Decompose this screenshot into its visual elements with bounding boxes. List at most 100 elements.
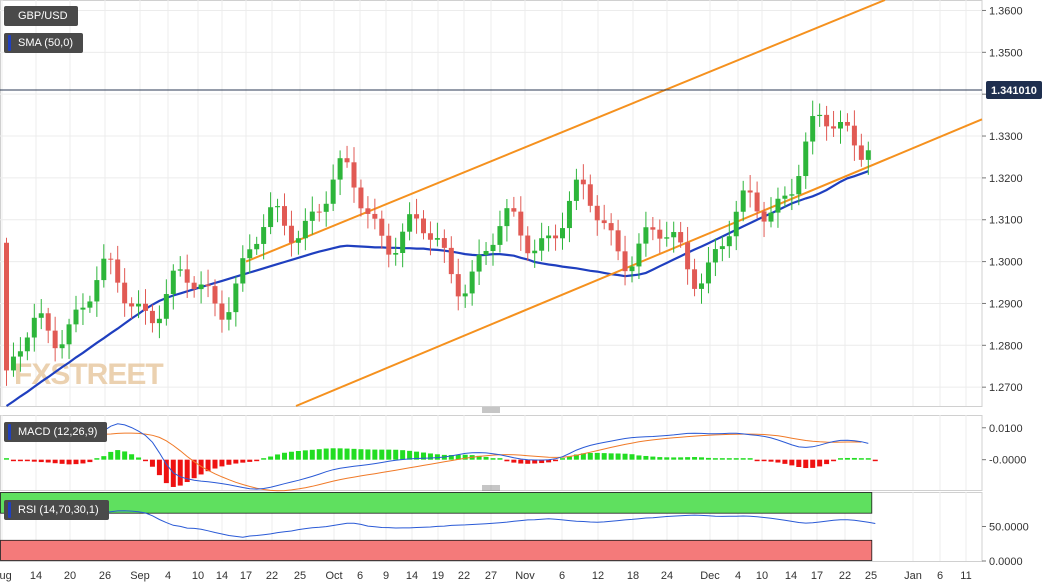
price-y-axis: 1.2700 1.2800 1.2900 1.3000 1.3100 1.3200 1.33… bbox=[0, 5, 1023, 394]
x-tick-label: 27 bbox=[485, 570, 497, 582]
macd-histogram-bar bbox=[427, 453, 433, 460]
x-tick-label: 12 bbox=[592, 570, 604, 582]
macd-histogram-bar bbox=[692, 457, 698, 460]
macd-histogram-bar bbox=[824, 459, 830, 465]
candle-body bbox=[261, 227, 267, 244]
x-tick-label: 10 bbox=[192, 570, 204, 582]
candle-body bbox=[546, 235, 552, 239]
candle-body bbox=[295, 238, 301, 243]
candle-body bbox=[553, 235, 559, 239]
macd-y-tick-label: 0.0100 bbox=[989, 423, 1023, 435]
candle-body bbox=[358, 187, 364, 209]
x-tick-label: Dec bbox=[700, 570, 720, 582]
x-tick-label: 17 bbox=[240, 570, 252, 582]
candle-body bbox=[316, 211, 322, 213]
candle-body bbox=[462, 293, 468, 297]
candle-body bbox=[407, 214, 413, 232]
macd-histogram-bar bbox=[52, 459, 58, 464]
candle-body bbox=[94, 280, 100, 302]
candle-body bbox=[351, 162, 357, 188]
macd-histogram-bar bbox=[191, 459, 197, 479]
x-tick-label: 24 bbox=[661, 570, 673, 582]
macd-histogram-bar bbox=[288, 451, 294, 460]
rsi-legend-text: RSI (14,70,30,1) bbox=[18, 504, 99, 516]
candle-body bbox=[24, 337, 30, 352]
macd-histogram-bar bbox=[372, 449, 378, 460]
candle-body bbox=[393, 253, 399, 255]
macd-histogram-bar bbox=[601, 453, 607, 460]
pane-resize-handle[interactable] bbox=[482, 407, 500, 413]
macd-histogram-bar bbox=[511, 459, 517, 463]
candle-body bbox=[803, 141, 809, 177]
watermark-text: FXSTREET bbox=[14, 358, 163, 391]
candle-body bbox=[504, 208, 510, 227]
macd-histogram-bar bbox=[712, 458, 718, 460]
y-tick-label: 1.2900 bbox=[989, 298, 1023, 310]
candle-body bbox=[10, 356, 16, 371]
macd-histogram-bar bbox=[865, 458, 871, 460]
candle-body bbox=[539, 238, 545, 251]
pane-resize-handle[interactable] bbox=[482, 485, 500, 491]
x-tick-label: 9 bbox=[383, 570, 389, 582]
macd-histogram-bar bbox=[254, 459, 260, 462]
x-tick-label: 6 bbox=[559, 570, 565, 582]
candle-body bbox=[386, 235, 392, 255]
candle-body bbox=[810, 116, 816, 142]
macd-legend-text: MACD (12,26,9) bbox=[18, 426, 98, 438]
candle-body bbox=[865, 150, 871, 160]
x-tick-label: 19 bbox=[432, 570, 444, 582]
candle-body bbox=[4, 242, 9, 371]
candle-body bbox=[733, 211, 739, 237]
candle-body bbox=[414, 214, 420, 219]
macd-histogram-bar bbox=[323, 448, 329, 460]
macd-histogram-bar bbox=[212, 459, 218, 469]
macd-histogram-bar bbox=[247, 459, 253, 462]
sma-legend[interactable]: SMA (50,0) bbox=[4, 33, 84, 53]
candle-body bbox=[323, 203, 329, 212]
candle-body bbox=[219, 303, 225, 320]
macd-histogram-bar bbox=[261, 458, 267, 460]
candle-body bbox=[699, 283, 704, 289]
macd-histogram-bar bbox=[94, 458, 100, 460]
macd-histogram-bar bbox=[789, 459, 795, 466]
candle-body bbox=[650, 227, 656, 230]
macd-histogram-bar bbox=[844, 457, 850, 460]
macd-histogram-bar bbox=[560, 458, 565, 460]
macd-histogram-bar bbox=[539, 459, 545, 464]
candle-body bbox=[309, 211, 315, 221]
x-tick-label: 6 bbox=[357, 570, 363, 582]
macd-histogram-bar bbox=[497, 458, 503, 460]
macd-histogram-bar bbox=[358, 449, 364, 460]
channel-upper-line bbox=[245, 0, 886, 263]
x-tick-label: 25 bbox=[865, 570, 877, 582]
macd-histogram-bar bbox=[657, 457, 663, 460]
candle-body bbox=[497, 226, 503, 245]
candle-body bbox=[122, 282, 128, 304]
candle-body bbox=[330, 179, 336, 204]
candle-body bbox=[740, 190, 746, 212]
macd-histogram-bar bbox=[177, 459, 183, 486]
candle-body bbox=[705, 262, 711, 284]
candle-body bbox=[302, 220, 308, 239]
candle-body bbox=[726, 236, 732, 247]
candle-body bbox=[143, 303, 148, 311]
sma-legend-text: SMA (50,0) bbox=[18, 37, 74, 49]
candle-body bbox=[692, 269, 698, 289]
x-tick-label: Oct bbox=[325, 570, 342, 582]
candle-body bbox=[170, 270, 176, 295]
candle-body bbox=[191, 282, 197, 290]
macd-histogram-bar bbox=[448, 455, 454, 460]
y-tick-label: 1.3000 bbox=[989, 257, 1023, 269]
macd-histogram-bar bbox=[678, 457, 684, 460]
macd-histogram-bar bbox=[810, 459, 816, 468]
macd-histogram-bar bbox=[455, 454, 461, 460]
x-tick-label: 6 bbox=[937, 570, 943, 582]
rsi-legend[interactable]: RSI (14,70,30,1) bbox=[4, 500, 109, 520]
candle-body bbox=[205, 284, 211, 287]
candle-body bbox=[469, 271, 475, 294]
x-tick-label: Sep bbox=[130, 570, 150, 582]
x-tick-label: 14 bbox=[30, 570, 42, 582]
macd-legend[interactable]: MACD (12,26,9) bbox=[4, 422, 108, 442]
macd-histogram-bar bbox=[275, 454, 281, 460]
